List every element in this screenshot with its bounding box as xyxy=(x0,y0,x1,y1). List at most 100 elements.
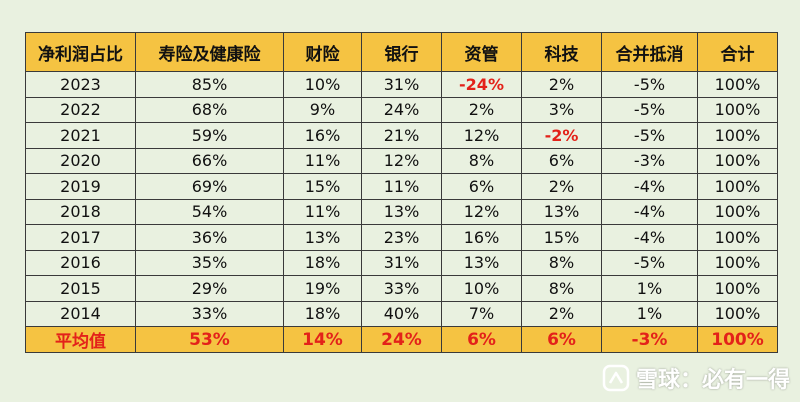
value-cell: 2% xyxy=(441,96,522,123)
value-cell: 10% xyxy=(283,71,362,98)
year-cell: 2015 xyxy=(25,275,136,302)
value-cell: 100% xyxy=(697,198,778,225)
value-cell: 23% xyxy=(361,224,442,251)
value-cell: 100% xyxy=(697,224,778,251)
header-cell-total: 合计 xyxy=(697,32,778,72)
average-cell: 14% xyxy=(283,326,362,353)
value-cell: -2% xyxy=(521,122,602,149)
value-cell: 31% xyxy=(361,249,442,276)
value-cell: 19% xyxy=(283,275,362,302)
value-cell: 8% xyxy=(441,147,522,174)
table-row: 2016 35% 18% 31% 13% 8% -5% 100% xyxy=(25,249,778,276)
value-cell: 21% xyxy=(361,122,442,149)
value-cell: 68% xyxy=(135,96,284,123)
value-cell: 13% xyxy=(283,224,362,251)
table-body: 2023 85% 10% 31% -24% 2% -5% 100% 2022 68% 9% 24% 2%… xyxy=(25,71,778,327)
year-cell: 2018 xyxy=(25,198,136,225)
watermark-text: 雪球：必有一得 xyxy=(635,368,790,393)
average-cell: 平均值 xyxy=(25,326,136,353)
value-cell: 9% xyxy=(283,96,362,123)
value-cell: 100% xyxy=(697,122,778,149)
table-row: 2020 66% 11% 12% 8% 6% -3% 100% xyxy=(25,147,778,174)
value-cell: 54% xyxy=(135,198,284,225)
header-cell-tech: 科技 xyxy=(521,32,602,72)
value-cell: 2% xyxy=(521,173,602,200)
value-cell: 12% xyxy=(441,122,522,149)
average-row: 平均值 53% 14% 24% 6% 6% -3% 100% xyxy=(25,326,778,353)
xueqiu-logo-icon xyxy=(602,364,630,392)
year-cell: 2023 xyxy=(25,71,136,98)
value-cell: 15% xyxy=(283,173,362,200)
value-cell: 6% xyxy=(521,147,602,174)
value-cell: 16% xyxy=(441,224,522,251)
year-cell: 2017 xyxy=(25,224,136,251)
value-cell: 11% xyxy=(283,147,362,174)
value-cell: 33% xyxy=(361,275,442,302)
year-cell: 2019 xyxy=(25,173,136,200)
header-cell-property: 财险 xyxy=(283,32,362,72)
value-cell: 66% xyxy=(135,147,284,174)
year-cell: 2022 xyxy=(25,96,136,123)
average-cell: 6% xyxy=(521,326,602,353)
header-cell-metric: 净利润占比 xyxy=(25,32,136,72)
year-cell: 2020 xyxy=(25,147,136,174)
value-cell: -3% xyxy=(601,147,698,174)
value-cell: 2% xyxy=(521,71,602,98)
header-cell-life-health: 寿险及健康险 xyxy=(135,32,284,72)
value-cell: 100% xyxy=(697,249,778,276)
table-row: 2019 69% 15% 11% 6% 2% -4% 100% xyxy=(25,173,778,200)
value-cell: 15% xyxy=(521,224,602,251)
value-cell: -5% xyxy=(601,96,698,123)
table-row: 2015 29% 19% 33% 10% 8% 1% 100% xyxy=(25,275,778,302)
value-cell: 6% xyxy=(441,173,522,200)
value-cell: 7% xyxy=(441,300,522,327)
table-header-row: 净利润占比 寿险及健康险 财险 银行 资管 科技 合并抵消 合计 xyxy=(25,32,778,72)
value-cell: 100% xyxy=(697,71,778,98)
value-cell: 18% xyxy=(283,300,362,327)
table-row: 2017 36% 13% 23% 16% 15% -4% 100% xyxy=(25,224,778,251)
value-cell: 11% xyxy=(283,198,362,225)
table-row: 2022 68% 9% 24% 2% 3% -5% 100% xyxy=(25,96,778,123)
header-cell-elimination: 合并抵消 xyxy=(601,32,698,72)
value-cell: 13% xyxy=(361,198,442,225)
value-cell: 8% xyxy=(521,275,602,302)
table-row: 2021 59% 16% 21% 12% -2% -5% 100% xyxy=(25,122,778,149)
header-cell-asset-mgmt: 资管 xyxy=(441,32,522,72)
value-cell: 100% xyxy=(697,173,778,200)
average-cell: -3% xyxy=(601,326,698,353)
value-cell: 13% xyxy=(441,249,522,276)
header-cell-bank: 银行 xyxy=(361,32,442,72)
average-cell: 6% xyxy=(441,326,522,353)
year-cell: 2014 xyxy=(25,300,136,327)
value-cell: 59% xyxy=(135,122,284,149)
value-cell: 85% xyxy=(135,71,284,98)
value-cell: 24% xyxy=(361,96,442,123)
average-cell: 100% xyxy=(697,326,778,353)
value-cell: 11% xyxy=(361,173,442,200)
profit-share-table: 净利润占比 寿险及健康险 财险 银行 资管 科技 合并抵消 合计 2023 85%… xyxy=(25,32,778,353)
table-row: 2014 33% 18% 40% 7% 2% 1% 100% xyxy=(25,300,778,327)
value-cell: 2% xyxy=(521,300,602,327)
value-cell: 69% xyxy=(135,173,284,200)
value-cell: -4% xyxy=(601,224,698,251)
value-cell: 12% xyxy=(441,198,522,225)
value-cell: -4% xyxy=(601,198,698,225)
value-cell: 36% xyxy=(135,224,284,251)
value-cell: 10% xyxy=(441,275,522,302)
value-cell: 100% xyxy=(697,147,778,174)
table-row: 2023 85% 10% 31% -24% 2% -5% 100% xyxy=(25,71,778,98)
value-cell: -5% xyxy=(601,71,698,98)
value-cell: 29% xyxy=(135,275,284,302)
value-cell: 8% xyxy=(521,249,602,276)
value-cell: 31% xyxy=(361,71,442,98)
value-cell: -24% xyxy=(441,71,522,98)
value-cell: 1% xyxy=(601,300,698,327)
year-cell: 2016 xyxy=(25,249,136,276)
average-cell: 24% xyxy=(361,326,442,353)
value-cell: 12% xyxy=(361,147,442,174)
table-row: 2018 54% 11% 13% 12% 13% -4% 100% xyxy=(25,198,778,225)
value-cell: 100% xyxy=(697,96,778,123)
value-cell: 1% xyxy=(601,275,698,302)
value-cell: -5% xyxy=(601,122,698,149)
value-cell: 18% xyxy=(283,249,362,276)
